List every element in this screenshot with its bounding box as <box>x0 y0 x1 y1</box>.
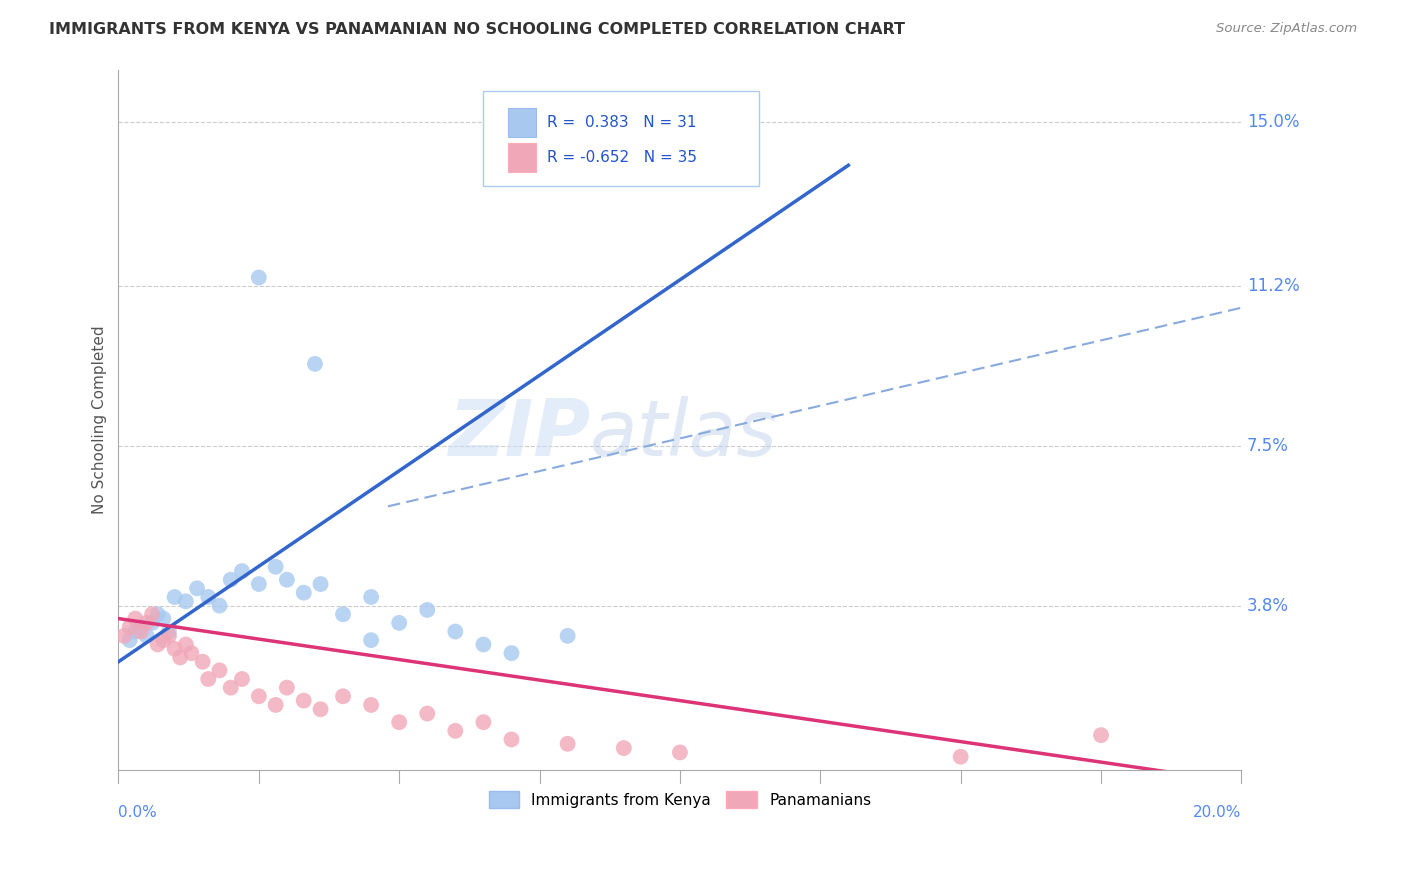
Point <box>292 585 315 599</box>
Point <box>146 607 169 622</box>
Point <box>949 749 972 764</box>
Point <box>276 573 298 587</box>
Text: 11.2%: 11.2% <box>1247 277 1299 295</box>
Point <box>157 629 180 643</box>
Point <box>388 615 411 630</box>
Point <box>118 620 141 634</box>
Point <box>208 664 231 678</box>
Point <box>444 624 467 639</box>
Point <box>124 624 146 639</box>
Point <box>141 607 163 622</box>
Point <box>247 690 270 704</box>
Point <box>309 702 332 716</box>
Point <box>146 638 169 652</box>
Point <box>163 590 186 604</box>
Point <box>174 594 197 608</box>
Point <box>472 638 495 652</box>
Point <box>208 599 231 613</box>
Text: R = -0.652   N = 35: R = -0.652 N = 35 <box>547 150 697 165</box>
Point <box>169 650 191 665</box>
Point <box>292 693 315 707</box>
Point <box>613 741 636 756</box>
Point <box>360 633 382 648</box>
Point <box>124 611 146 625</box>
Text: 15.0%: 15.0% <box>1247 113 1299 131</box>
Y-axis label: No Schooling Completed: No Schooling Completed <box>93 326 107 515</box>
Point <box>332 690 354 704</box>
Point <box>264 698 287 712</box>
Text: 7.5%: 7.5% <box>1247 437 1289 455</box>
Point <box>197 672 219 686</box>
Point <box>163 641 186 656</box>
Point <box>157 624 180 639</box>
Point <box>304 357 326 371</box>
Point <box>332 607 354 622</box>
Point <box>264 559 287 574</box>
Text: 0.0%: 0.0% <box>118 805 157 820</box>
Text: 3.8%: 3.8% <box>1247 597 1289 615</box>
Point <box>112 629 135 643</box>
Legend: Immigrants from Kenya, Panamanians: Immigrants from Kenya, Panamanians <box>482 785 877 814</box>
Point <box>669 746 692 760</box>
Point <box>557 737 579 751</box>
Point <box>501 732 523 747</box>
Point <box>388 715 411 730</box>
Text: Source: ZipAtlas.com: Source: ZipAtlas.com <box>1216 22 1357 36</box>
Point <box>231 672 253 686</box>
Text: 20.0%: 20.0% <box>1194 805 1241 820</box>
Point <box>472 715 495 730</box>
FancyBboxPatch shape <box>508 143 536 172</box>
Point <box>129 624 152 639</box>
Point <box>174 638 197 652</box>
Point <box>152 633 174 648</box>
Point <box>309 577 332 591</box>
FancyBboxPatch shape <box>508 108 536 136</box>
Point <box>1090 728 1112 742</box>
Text: R =  0.383   N = 31: R = 0.383 N = 31 <box>547 115 697 129</box>
Point <box>152 611 174 625</box>
Point <box>247 577 270 591</box>
Point <box>444 723 467 738</box>
Point <box>231 564 253 578</box>
Point <box>219 573 242 587</box>
Point <box>135 629 157 643</box>
Point <box>416 603 439 617</box>
Point <box>247 270 270 285</box>
Point <box>416 706 439 721</box>
Point <box>141 615 163 630</box>
Point <box>360 590 382 604</box>
Point <box>180 646 202 660</box>
Point <box>186 582 208 596</box>
Point <box>191 655 214 669</box>
Point <box>118 633 141 648</box>
Point <box>501 646 523 660</box>
Point <box>135 615 157 630</box>
Point <box>129 620 152 634</box>
FancyBboxPatch shape <box>484 91 758 186</box>
Point <box>360 698 382 712</box>
Text: atlas: atlas <box>591 396 778 472</box>
Text: ZIP: ZIP <box>449 396 591 472</box>
Point <box>219 681 242 695</box>
Point <box>557 629 579 643</box>
Text: IMMIGRANTS FROM KENYA VS PANAMANIAN NO SCHOOLING COMPLETED CORRELATION CHART: IMMIGRANTS FROM KENYA VS PANAMANIAN NO S… <box>49 22 905 37</box>
Point <box>197 590 219 604</box>
Point <box>276 681 298 695</box>
